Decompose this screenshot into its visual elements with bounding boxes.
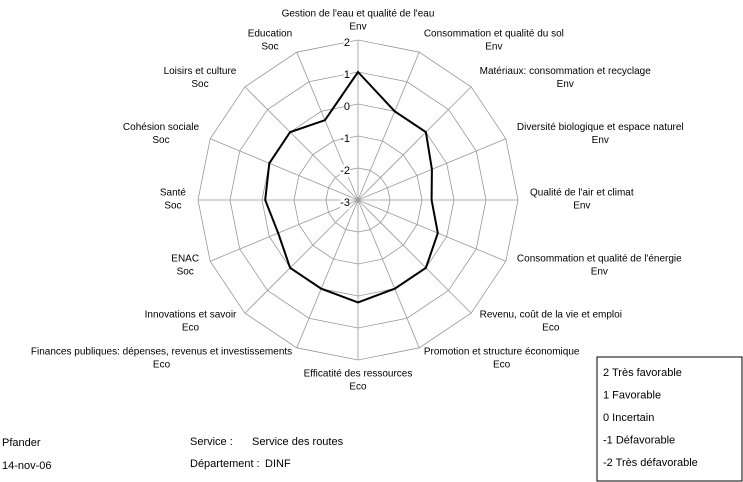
tick-bg [343,100,350,113]
spoke [210,199,359,262]
r-tick-label: 2 [344,37,350,49]
legend-entry: 0 Incertain [603,412,654,424]
tick-bg [343,36,350,49]
tick-bg [340,164,350,177]
date: 14-nov-06 [2,460,52,472]
spoke [210,138,359,201]
legend-entry: 1 Favorable [603,389,661,401]
department-label: Département : [190,458,260,470]
category-label: Consommation et qualité de l'énergie [517,253,682,264]
category-label: Education [248,29,292,40]
r-tick-label: -1 [340,133,350,145]
spoke [357,199,420,348]
category-group: Eco [182,322,200,333]
legend-entry: -1 Défavorable [603,434,675,446]
category-label: Revenu, coût de la vie et emploi [480,309,622,320]
category-label: Cohésion sociale [123,122,200,133]
category-group: Soc [164,201,181,212]
category-label: Gestion de l'eau et qualité de l'eau [282,9,435,20]
r-tick-label: 1 [344,69,350,81]
category-label: Qualité de l'air et climat [530,188,634,199]
department: DINF [265,458,291,470]
author: Pfander [2,437,41,449]
service: Service des routes [252,436,344,448]
category-group: Env [592,135,609,146]
spoke [296,199,359,348]
spoke [357,199,472,314]
spoke [357,86,472,201]
category-group: Env [349,22,366,33]
spoke [357,199,506,262]
category-label: Matériaux: consommation et recyclage [480,66,652,77]
category-group: Eco [153,360,171,371]
data-line [264,70,439,304]
spoke [244,86,359,201]
spoke [244,199,359,314]
category-label: Promotion et structure économique [424,347,580,358]
category-label: Innovations et savoir [145,309,237,320]
category-group: Soc [177,266,194,277]
category-group: Env [557,79,574,90]
category-label: Efficatité des ressources [304,369,413,380]
category-group: Eco [349,382,367,393]
category-group: Env [485,42,502,53]
category-label: Santé [160,188,187,199]
legend-entry: -2 Très défavorable [603,457,698,469]
category-label: Consommation et qualité du sol [424,29,564,40]
legend-box [596,356,743,482]
r-tick-label: 0 [344,101,350,113]
r-tick-label: -3 [340,197,350,209]
category-label: ENAC [171,253,199,264]
service-label: Service : [190,436,233,448]
category-group: Soc [152,135,169,146]
tick-bg [343,68,350,81]
r-tick-label: -2 [340,165,350,177]
category-label: Loisirs et culture [164,66,237,77]
category-label: Finances publiques: dépenses, revenus et… [31,347,292,358]
category-group: Env [591,266,608,277]
category-group: Env [573,201,590,212]
spoke [357,52,420,201]
tick-bg [340,196,350,209]
tick-bg [340,132,350,145]
category-group: Eco [542,322,560,333]
category-label: Diversité biologique et espace naturel [517,122,684,133]
legend-entry: 2 Très favorable [603,367,682,379]
category-group: Soc [191,79,208,90]
category-group: Eco [493,360,511,371]
category-group: Soc [261,42,278,53]
